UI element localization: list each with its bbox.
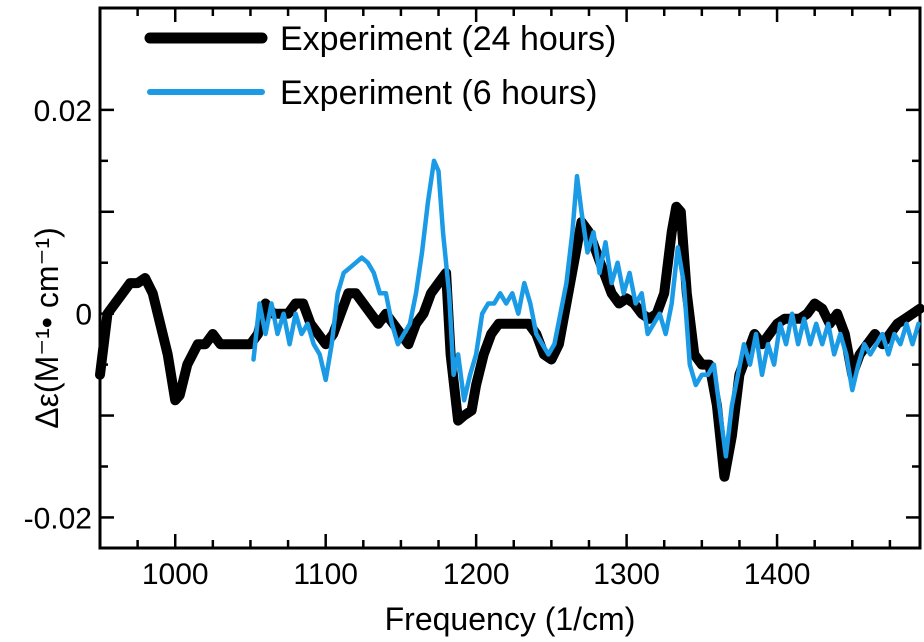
legend-label-24-hours: Experiment (24 hours) [280,20,616,58]
series-line-6-hours [251,158,921,459]
x-tick-label: 1200 [443,558,510,591]
legend-label-6-hours: Experiment (6 hours) [280,74,597,112]
y-tick-label: 0 [75,299,92,332]
series-line-24-hours [95,201,924,482]
x-axis-title: Frequency (1/cm) [385,601,636,637]
legend: Experiment (24 hours) Experiment (6 hour… [144,20,616,112]
y-tick-label: -0.02 [24,502,92,535]
x-tick-label: 1300 [593,558,660,591]
y-axis-title: Δε(M⁻¹• cm⁻¹) [29,227,65,428]
x-tick-label: 1100 [293,558,358,591]
y-tick-label: 0.02 [34,95,92,128]
x-axis-ticks: 1000 1100 1200 1300 1400 [98,8,892,591]
plot-frame [98,6,922,550]
x-tick-label: 1400 [744,558,811,591]
y-axis-ticks: -0.02 0 0.02 [24,95,920,535]
x-tick-label: 1000 [142,558,209,591]
series-group [95,158,924,482]
